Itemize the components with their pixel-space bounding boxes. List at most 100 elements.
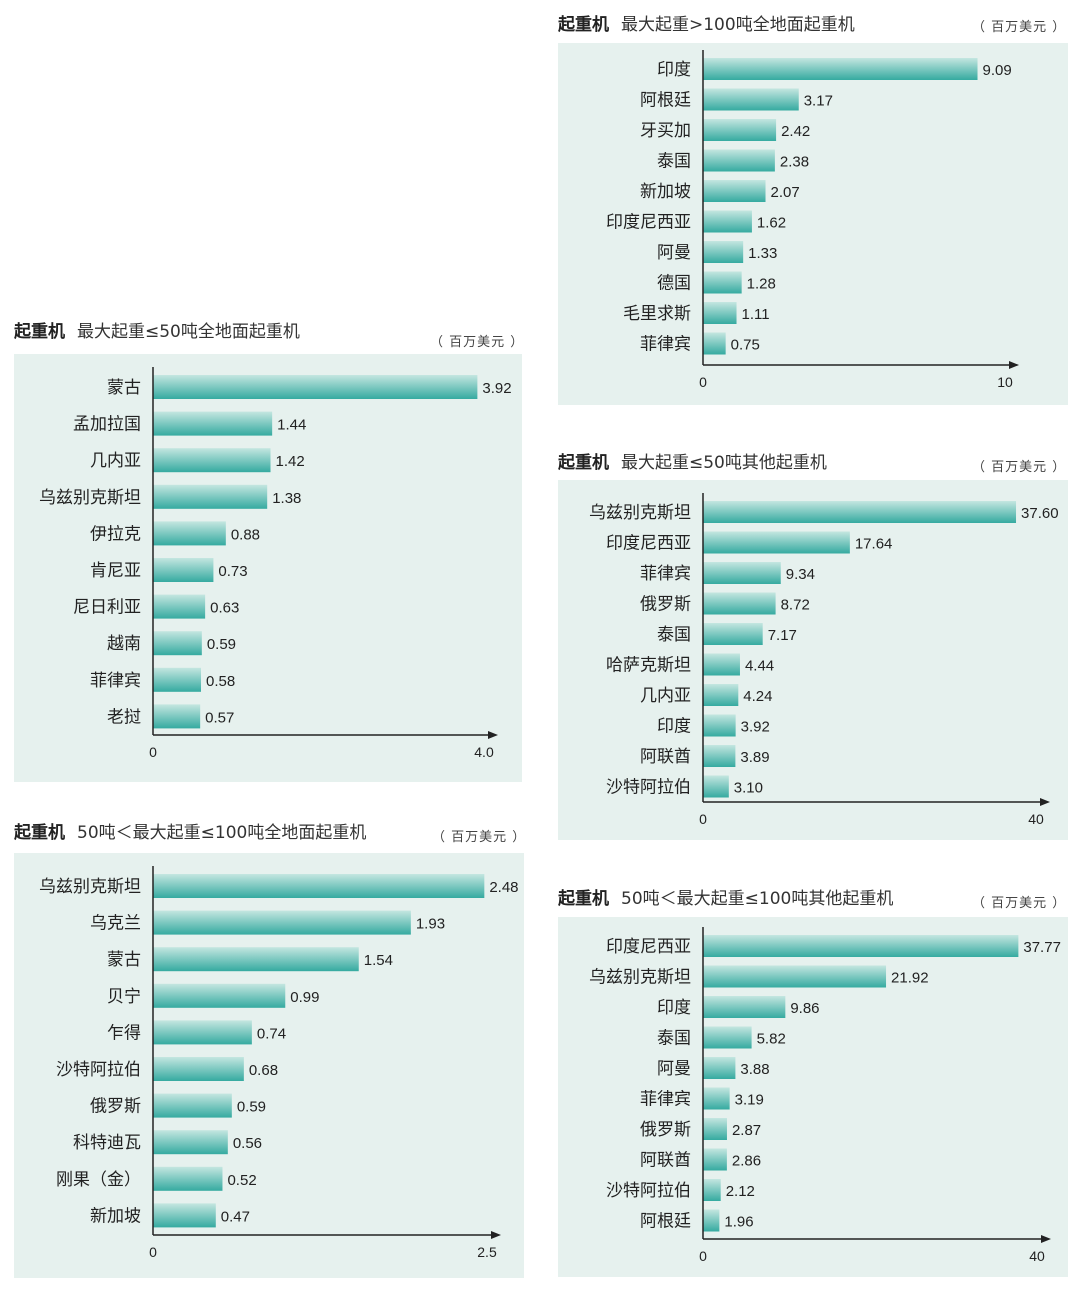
panel-category-label: 起重机 [14, 823, 65, 843]
value-label: 1.62 [757, 215, 786, 232]
bar [703, 1087, 730, 1110]
category-label: 尼日利亚 [73, 598, 141, 618]
bar [703, 935, 1019, 957]
category-label: 越南 [107, 634, 141, 654]
panel-category-label: 起重机 [14, 322, 65, 342]
value-label: 0.88 [231, 526, 260, 543]
bar [703, 332, 726, 355]
bar-chart-svg: 乌兹别克斯坦 37.60 印度尼西亚 17.64 菲律宾 9.34 俄罗斯 8.72 泰国 7.1… [589, 493, 1059, 827]
x-axis-arrow [488, 731, 498, 739]
value-label: 0.68 [249, 1062, 278, 1079]
value-label: 9.86 [790, 1000, 819, 1017]
bar [703, 149, 775, 172]
category-label: 几内亚 [90, 451, 141, 471]
value-label: 4.24 [743, 688, 772, 705]
bar [703, 775, 729, 798]
bar [703, 996, 786, 1018]
category-label: 毛里求斯 [623, 304, 691, 324]
bar [153, 1093, 232, 1118]
bar [153, 983, 286, 1008]
category-label: 科特迪瓦 [73, 1133, 141, 1153]
category-label: 印度尼西亚 [606, 937, 691, 957]
bar [703, 58, 978, 80]
category-label: 泰国 [657, 1029, 691, 1049]
panel-category-label: 起重机 [558, 453, 609, 473]
bar [703, 241, 744, 263]
bar [153, 558, 214, 582]
value-label: 0.59 [237, 1099, 266, 1116]
panel-title-text: 最大起重≤50吨全地面起重机 [77, 322, 300, 342]
bar [703, 210, 752, 233]
bar [703, 714, 736, 737]
bar [703, 88, 799, 111]
bar [153, 1130, 228, 1155]
value-label: 1.28 [747, 276, 776, 293]
panel-category-label: 起重机 [558, 15, 609, 35]
panel-title: 起重机 最大起重>100吨全地面起重机 [558, 10, 855, 35]
panel-title-text: 最大起重≤50吨其他起重机 [621, 453, 827, 473]
bar [703, 180, 766, 202]
value-label: 7.17 [768, 627, 797, 644]
value-label: 0.59 [207, 636, 236, 653]
panel-title: 起重机 最大起重≤50吨其他起重机 [558, 448, 827, 473]
value-label: 0.47 [221, 1208, 250, 1225]
category-label: 肯尼亚 [90, 561, 141, 581]
value-label: 2.12 [726, 1183, 755, 1200]
panel-unit-label: （ 百万美元 ） [430, 335, 525, 350]
bar [153, 667, 201, 692]
value-label: 17.64 [855, 536, 893, 553]
x-axis-arrow [1040, 798, 1050, 806]
value-label: 2.38 [780, 154, 809, 171]
value-label: 3.89 [740, 749, 769, 766]
value-label: 37.77 [1023, 939, 1061, 956]
category-label: 新加坡 [90, 1206, 141, 1226]
bar [153, 484, 268, 509]
category-label: 新加坡 [640, 182, 691, 202]
bar-chart-svg: 蒙古 3.92 孟加拉国 1.44 几内亚 1.42 乌兹别克斯坦 1.38 伊拉克 0.88 肯尼… [39, 367, 512, 760]
x-axis-arrow [1009, 361, 1019, 369]
bar [703, 965, 887, 988]
bar [153, 874, 485, 898]
value-label: 4.44 [745, 658, 774, 675]
category-label: 俄罗斯 [640, 1120, 691, 1140]
bar-chart-svg: 印度尼西亚 37.77 乌兹别克斯坦 21.92 印度 9.86 泰国 5.82 阿曼 3.88 菲… [589, 927, 1061, 1264]
x-tick-label: 40 [1028, 811, 1044, 827]
category-label: 贝宁 [107, 987, 141, 1007]
value-label: 21.92 [891, 970, 929, 987]
bar [703, 592, 776, 615]
panel-title: 起重机 50吨＜最大起重≤100吨全地面起重机 [14, 818, 366, 843]
panel-title: 起重机 50吨＜最大起重≤100吨其他起重机 [558, 884, 893, 909]
category-label: 阿联酋 [640, 747, 691, 767]
bar-chart-svg: 乌兹别克斯坦 2.48 乌克兰 1.93 蒙古 1.54 贝宁 0.99 乍得 0.74 沙特阿拉伯… [39, 866, 519, 1260]
category-label: 刚果（金） [56, 1170, 141, 1190]
x-tick-label: 0 [149, 744, 157, 760]
value-label: 0.63 [210, 600, 239, 617]
value-label: 1.93 [416, 916, 445, 933]
bar [703, 1118, 727, 1140]
value-label: 1.96 [724, 1214, 753, 1231]
category-label: 印度 [657, 717, 691, 737]
panel-unit-label: （ 百万美元 ） [972, 20, 1067, 35]
panel-plot-area: 乌兹别克斯坦 2.48 乌克兰 1.93 蒙古 1.54 贝宁 0.99 乍得 0.74 沙特阿拉伯… [14, 853, 524, 1278]
category-label: 乌兹别克斯坦 [39, 488, 141, 508]
panel-unit-label: （ 百万美元 ） [432, 830, 527, 845]
value-label: 3.88 [740, 1061, 769, 1078]
category-label: 菲律宾 [640, 335, 691, 355]
bar [703, 1179, 721, 1201]
panel-unit-label: （ 百万美元 ） [972, 896, 1067, 911]
category-label: 阿曼 [657, 243, 691, 263]
value-label: 3.19 [735, 1092, 764, 1109]
category-label: 阿根廷 [640, 91, 691, 111]
category-label: 沙特阿拉伯 [606, 778, 691, 798]
x-tick-label: 2.5 [477, 1244, 497, 1260]
chart-panel-above-100t-all-terrain: 起重机 最大起重>100吨全地面起重机 （ 百万美元 ） 印度 9.09 阿根廷 3.1… [558, 10, 1068, 405]
x-axis-arrow [491, 1231, 501, 1239]
panel-category-label: 起重机 [558, 889, 609, 909]
category-label: 印度 [657, 998, 691, 1018]
x-tick-label: 40 [1029, 1248, 1045, 1264]
category-label: 乌兹别克斯坦 [589, 968, 691, 988]
value-label: 0.73 [218, 563, 247, 580]
value-label: 1.33 [748, 245, 777, 262]
category-label: 沙特阿拉伯 [606, 1181, 691, 1201]
value-label: 0.99 [290, 989, 319, 1006]
